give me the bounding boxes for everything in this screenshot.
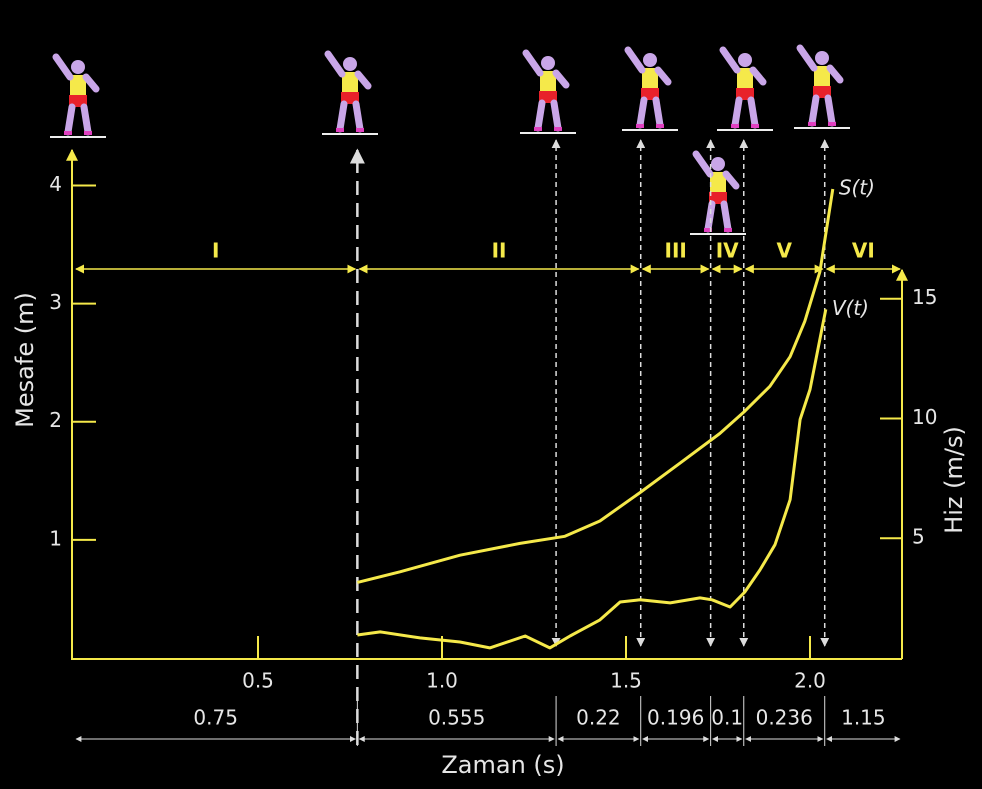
duration-label: 0.555 [428, 706, 485, 730]
series-label: V(t) [832, 296, 869, 320]
y2-tick-label: 10 [912, 405, 937, 429]
x-tick-label: 1.5 [610, 669, 642, 693]
x-tick-label: 1.0 [426, 669, 458, 693]
phase-label: III [665, 239, 687, 263]
figure [50, 57, 106, 137]
athlete-figures [50, 48, 850, 234]
x-tick-label: 2.0 [794, 669, 826, 693]
duration-label: 0.75 [193, 706, 238, 730]
phase-label: V [776, 239, 792, 263]
x-axis-label: Zaman (s) [441, 751, 564, 779]
duration-label: 0.236 [756, 706, 813, 730]
phase-label: IV [716, 239, 739, 263]
y-tick-label: 4 [49, 172, 62, 196]
figure [690, 154, 746, 234]
duration-label: 1.15 [841, 706, 886, 730]
y-tick-label: 3 [49, 290, 62, 314]
series-line [357, 309, 828, 650]
figure [794, 48, 850, 128]
y2-tick-label: 15 [912, 285, 937, 309]
figure [622, 50, 678, 130]
figure [322, 54, 378, 134]
series-label: S(t) [839, 175, 875, 199]
phase-label: VI [852, 239, 875, 263]
duration-label: 0.22 [576, 706, 621, 730]
y2-axis-label: Hiz (m/s) [940, 426, 968, 534]
duration-label: 0.1 [711, 706, 743, 730]
y2-tick-label: 5 [912, 525, 925, 549]
phase-label: I [212, 239, 219, 263]
duration-label: 0.196 [647, 706, 704, 730]
figure [717, 50, 773, 130]
phase-label: II [492, 239, 507, 263]
y-tick-label: 2 [49, 408, 62, 432]
y-tick-label: 1 [49, 526, 62, 550]
y-axis-label: Mesafe (m) [11, 292, 39, 428]
figure [520, 53, 576, 133]
x-tick-label: 0.5 [242, 669, 274, 693]
series-line [357, 188, 835, 584]
